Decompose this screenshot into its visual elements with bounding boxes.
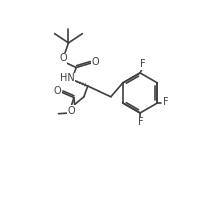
Text: O: O	[59, 53, 67, 63]
Text: HN: HN	[59, 73, 74, 83]
Text: O: O	[54, 86, 61, 96]
Text: O: O	[91, 57, 99, 67]
Text: F: F	[137, 117, 143, 127]
Text: F: F	[162, 97, 168, 107]
Text: O: O	[68, 106, 75, 116]
Text: F: F	[140, 59, 145, 70]
